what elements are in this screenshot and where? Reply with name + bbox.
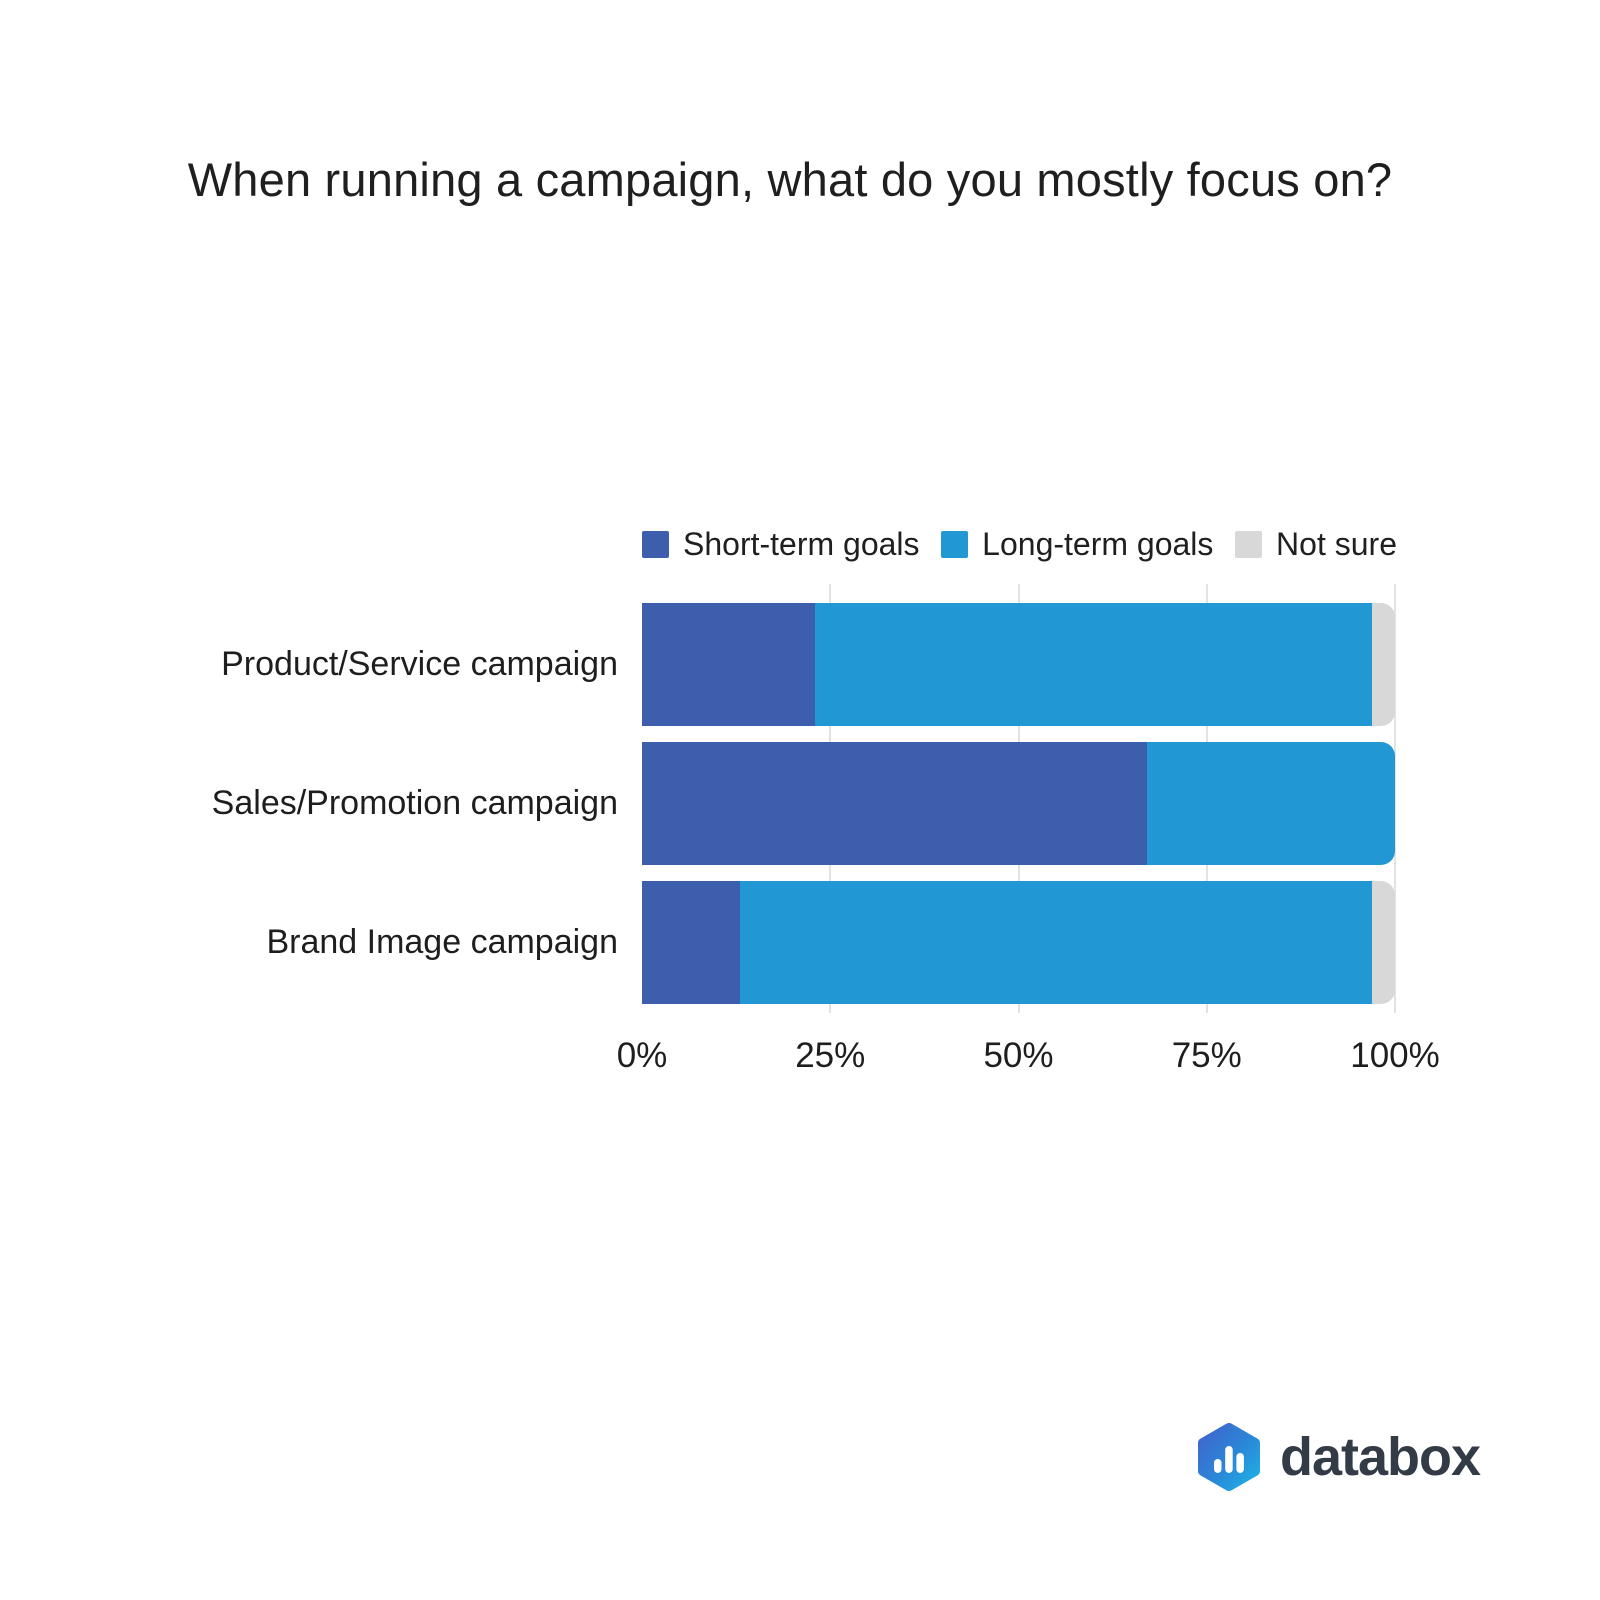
bar-segment: [642, 881, 740, 1004]
chart-title: When running a campaign, what do you mos…: [187, 153, 1393, 206]
bar-row: [642, 742, 1395, 865]
bar-segment: [815, 603, 1373, 726]
databox-logo: databox: [1195, 1422, 1481, 1492]
x-tick-label: 0%: [616, 1036, 668, 1075]
category-axis: Product/Service campaign Sales/Promotion …: [0, 603, 618, 1020]
legend-label: Long-term goals: [982, 525, 1214, 562]
bar-segment: [1372, 603, 1395, 726]
legend-swatch: [941, 530, 969, 558]
category-label: Sales/Promotion campaign: [211, 784, 618, 822]
legend-item: Long-term goals: [941, 526, 1213, 563]
legend-item: Not sure: [1235, 526, 1397, 563]
legend-swatch: [1235, 530, 1263, 558]
x-tick-label: 75%: [1171, 1036, 1242, 1075]
category-label: Product/Service campaign: [221, 645, 618, 683]
legend-label: Short-term goals: [683, 525, 920, 562]
bar-segment: [642, 742, 1147, 865]
databox-logo-text: databox: [1280, 1427, 1481, 1487]
chart-legend: Short-term goals Long-term goals Not sure: [642, 526, 1397, 563]
bar-row: [642, 603, 1395, 726]
gridline: [1394, 584, 1396, 1013]
x-tick-label: 25%: [795, 1036, 866, 1075]
category-label: Brand Image campaign: [266, 923, 618, 961]
bar-row: [642, 881, 1395, 1004]
databox-logo-icon: [1198, 1423, 1260, 1491]
legend-label: Not sure: [1276, 525, 1397, 562]
bar-plot-area: [642, 603, 1395, 1020]
bar-segment: [1372, 881, 1395, 1004]
bar-segment: [1146, 742, 1395, 865]
x-tick-label: 50%: [983, 1036, 1054, 1075]
x-tick-label: 100%: [1350, 1036, 1440, 1075]
x-axis: 0% 25% 50% 75% 100%: [617, 1036, 1440, 1080]
bar-segment: [642, 603, 816, 726]
legend-swatch: [642, 530, 669, 558]
legend-item: Short-term goals: [642, 526, 920, 563]
bar-segment: [739, 881, 1373, 1004]
